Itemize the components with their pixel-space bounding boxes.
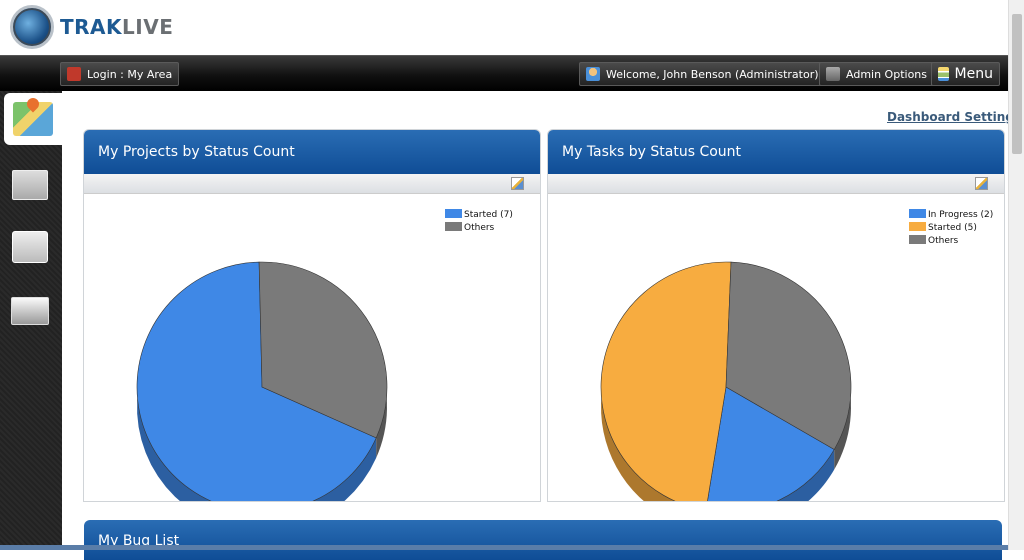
logo[interactable]: TRAKLIVE (10, 5, 173, 49)
map-icon (13, 102, 53, 136)
pie-slice-2[interactable] (725, 261, 852, 450)
pie-slice-1[interactable] (600, 261, 732, 501)
pie-slice-side (777, 449, 835, 501)
logo-text: TRAKLIVE (60, 15, 173, 39)
top-toolbar: Login : My Area Welcome, John Benson (Ad… (0, 55, 1008, 91)
login-my-area-button[interactable]: Login : My Area (60, 62, 180, 86)
pie-slice-0[interactable] (706, 386, 835, 501)
logo-trak: TRAK (60, 15, 123, 39)
sidebar-item-contacts[interactable] (10, 229, 50, 265)
legend-swatch (909, 235, 926, 244)
projects-pie-chart: Started (7) Others (136, 209, 513, 501)
scroll-thumb[interactable] (1012, 14, 1022, 154)
legend-swatch (909, 222, 926, 231)
panel-toolbar (548, 174, 1004, 194)
pie-slice-side (137, 262, 377, 501)
pie-slice-1[interactable] (258, 261, 388, 439)
sitemap-icon (67, 67, 81, 81)
legend-label: Others (928, 236, 959, 246)
bug-list-panel: My Bug List (84, 520, 1002, 560)
legend-swatch (445, 222, 462, 231)
legend-label: Started (5) (928, 223, 977, 233)
sidebar-item-photos[interactable] (10, 293, 50, 329)
user-icon (586, 67, 600, 81)
legend-swatch (909, 209, 926, 218)
admin-options-button[interactable]: Admin Options (819, 62, 934, 86)
panel-title: My Tasks by Status Count (548, 130, 1004, 174)
globe-logo-icon (10, 5, 54, 49)
welcome-user-button[interactable]: Welcome, John Benson (Administrator) (579, 62, 826, 86)
legend-swatch (445, 209, 462, 218)
bottom-strip (0, 545, 1008, 550)
logo-live: LIVE (122, 15, 174, 39)
menu-label: Menu (954, 66, 993, 82)
tasks-panel: My Tasks by Status Count In Progress (2)… (547, 129, 1005, 502)
document-icon (12, 170, 48, 200)
projects-panel: My Projects by Status Count Started (7) O… (83, 129, 541, 502)
sidebar-item-documents[interactable] (10, 167, 50, 203)
edit-icon[interactable] (975, 177, 988, 190)
welcome-label: Welcome, John Benson (Administrator) (606, 67, 819, 81)
legend-label: Others (464, 223, 495, 233)
tasks-pie-chart: In Progress (2) Started (5) Others (600, 209, 993, 501)
sidebar (0, 91, 62, 550)
menu-button[interactable]: Menu (931, 62, 1000, 86)
contact-card-icon (12, 231, 48, 263)
sidebar-item-map[interactable] (4, 93, 62, 145)
pie-slice-0[interactable] (136, 261, 377, 501)
menu-icon (938, 67, 949, 81)
photos-icon (11, 297, 49, 325)
legend-label: Started (7) (464, 210, 513, 220)
panel-title: My Projects by Status Count (84, 130, 540, 174)
admin-label: Admin Options (846, 67, 927, 81)
admin-icon (826, 67, 840, 81)
panel-toolbar (84, 174, 540, 194)
edit-icon[interactable] (511, 177, 524, 190)
legend-label: In Progress (2) (928, 210, 993, 220)
vertical-scrollbar[interactable] (1008, 0, 1024, 550)
login-label: Login : My Area (87, 67, 173, 81)
header: TRAKLIVE (0, 0, 1008, 55)
dashboard-setting-link[interactable]: Dashboard Setting (887, 110, 1014, 124)
